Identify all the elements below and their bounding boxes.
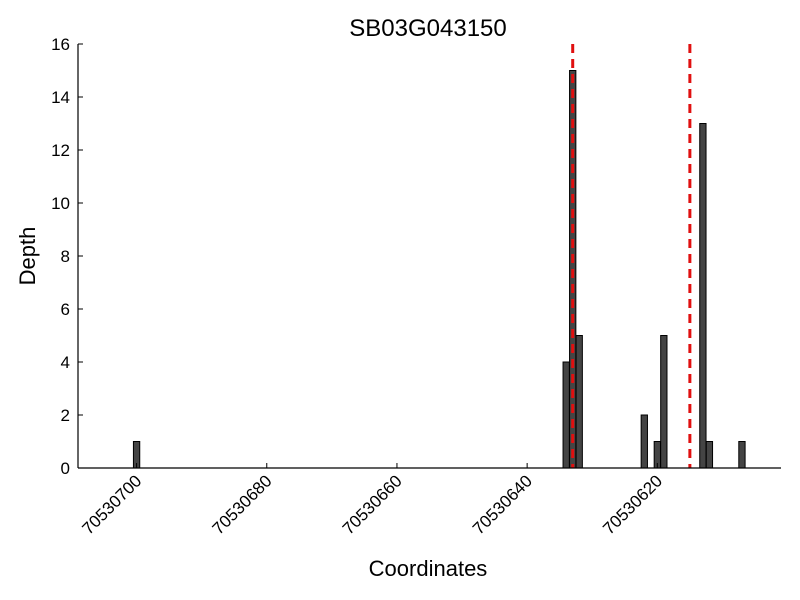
y-tick-label: 12 — [51, 141, 70, 160]
bar — [705, 441, 714, 469]
x-axis-label: Coordinates — [369, 556, 488, 581]
y-tick-label: 2 — [61, 406, 70, 425]
y-tick-label: 6 — [61, 300, 70, 319]
x-tick-label: 70530620 — [599, 471, 666, 538]
y-axis-label: Depth — [15, 227, 40, 286]
x-tick-label: 70530640 — [469, 471, 536, 538]
y-tick-label: 8 — [61, 247, 70, 266]
y-tick-label: 4 — [61, 353, 70, 372]
y-tick-label: 14 — [51, 88, 70, 107]
bar — [575, 335, 583, 469]
bar — [562, 361, 570, 469]
marker-lines — [571, 44, 692, 468]
y-tick-label: 0 — [61, 459, 70, 478]
y-ticks: 0 2 4 6 8 10 12 14 16 — [51, 35, 83, 478]
y-tick-label: 16 — [51, 35, 70, 54]
bar-series — [132, 70, 746, 469]
chart-title: SB03G043150 — [349, 15, 506, 42]
bar — [738, 441, 746, 469]
x-tick-label: 70530700 — [78, 471, 145, 538]
bar — [699, 123, 707, 469]
x-tick-label: 70530680 — [209, 471, 276, 538]
x-ticks: 70530700 70530680 70530660 70530640 70530620 — [78, 463, 666, 538]
axes — [77, 44, 781, 469]
x-tick-label: 70530660 — [339, 471, 406, 538]
y-tick-label: 10 — [51, 194, 70, 213]
bar — [640, 414, 648, 469]
bar — [660, 335, 668, 469]
